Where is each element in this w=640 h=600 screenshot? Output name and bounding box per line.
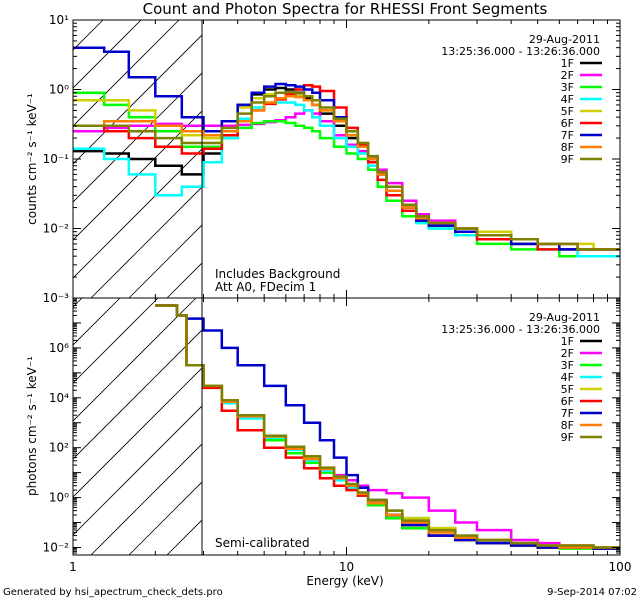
hatch-line: [90, 186, 202, 298]
bottom-annotation-semicalibrated: Semi-calibrated: [215, 536, 310, 550]
legend-label-9F: 9F: [561, 153, 574, 166]
y-tick-label: 10⁻²: [43, 222, 70, 236]
y-tick-label: 10⁰: [49, 83, 69, 97]
bottom-hatch-region: [0, 298, 500, 555]
legend-label-7F: 7F: [561, 129, 574, 142]
series-line-8F: [155, 304, 620, 549]
bottom-y-ticks: 10⁻² 10⁰ 10² 10⁴ 10⁶: [43, 297, 620, 556]
legend-label-3F: 3F: [561, 359, 574, 372]
bottom-plot-frame: [72, 297, 621, 556]
x-axis-label: Energy (keV): [306, 574, 383, 588]
legend-label-7F: 7F: [561, 407, 574, 420]
hatch-line: [73, 298, 159, 384]
hatch-line: [205, 298, 462, 555]
bottom-x-ticks: 1 10 100: [69, 298, 631, 574]
count-spectrum-panel: 10⁻³ 10⁻² 10⁻¹ 10⁰ 10¹ counts cm⁻² s⁻¹ keV⁻¹…: [0, 13, 621, 305]
hatch-line: [73, 405, 202, 536]
y-tick-label: 10²: [49, 441, 69, 455]
series-line-9F: [155, 304, 620, 549]
legend-label-5F: 5F: [561, 105, 574, 118]
y-tick-label: 10¹: [49, 13, 69, 27]
y-tick-label: 10⁴: [49, 391, 69, 405]
top-y-axis-label: counts cm⁻² s⁻¹ keV⁻¹: [25, 93, 39, 225]
hatch-line: [73, 298, 83, 308]
legend-label-4F: 4F: [561, 371, 574, 384]
hatch-line: [128, 481, 202, 555]
x-tick-label: 10: [339, 560, 354, 574]
hatch-line: [243, 20, 521, 298]
hatch-line: [0, 20, 27, 298]
legend-label-2F: 2F: [561, 347, 574, 360]
bottom-series-group: [155, 304, 620, 550]
hatch-line: [73, 20, 142, 89]
legend-label-3F: 3F: [561, 81, 574, 94]
y-tick-label: 10⁻¹: [43, 152, 70, 166]
bottom-date: 29-Aug-2011: [529, 311, 600, 324]
hatch-line: [73, 148, 202, 279]
legend-label-9F: 9F: [561, 431, 574, 444]
top-date: 29-Aug-2011: [529, 33, 600, 46]
top-y-ticks: 10⁻³ 10⁻² 10⁻¹ 10⁰ 10¹: [43, 13, 620, 305]
bottom-y-axis-label: photons cm⁻² s⁻¹ keV⁻¹: [25, 356, 39, 496]
legend-label-5F: 5F: [561, 383, 574, 396]
chart-title: Count and Photon Spectra for RHESSI Fron…: [143, 0, 548, 18]
legend-label-4F: 4F: [561, 93, 574, 106]
hatch-line: [128, 224, 202, 298]
y-tick-label: 10⁻³: [43, 291, 70, 305]
series-line-7F: [155, 304, 620, 550]
legend-label-8F: 8F: [561, 419, 574, 432]
series-line-9F: [73, 90, 620, 251]
y-tick-label: 10⁰: [49, 491, 69, 505]
x-tick-label: 1: [69, 560, 77, 574]
top-x-ticks: [72, 20, 621, 298]
footer-generated-by: Generated by hsi_apectrum_check_dets.pro: [3, 587, 223, 598]
top-annotation-background: Includes Background: [215, 267, 340, 281]
y-tick-label: 10⁻²: [43, 540, 70, 554]
hatch-line: [73, 298, 197, 422]
top-series-group: [73, 46, 620, 258]
hatch-line: [166, 262, 202, 298]
y-tick-label: 10⁶: [49, 341, 69, 355]
hatch-line: [243, 298, 500, 555]
hatch-line: [205, 20, 483, 298]
hatch-line: [73, 367, 202, 498]
bottom-time-range: 13:25:36.000 - 13:26:36.000: [441, 323, 600, 336]
legend-label-8F: 8F: [561, 141, 574, 154]
x-tick-label: 100: [609, 560, 632, 574]
legend-label-6F: 6F: [561, 395, 574, 408]
legend-label-1F: 1F: [561, 57, 574, 70]
hatch-line: [73, 329, 202, 460]
hatch-line: [73, 298, 121, 346]
hatch-line: [90, 443, 202, 555]
hatch-line: [0, 298, 6, 555]
footer-timestamp: 9-Sep-2014 07:02: [547, 587, 637, 598]
top-annotation-attenuator: Att A0, FDecim 1: [215, 280, 316, 294]
hatch-line: [73, 20, 180, 127]
legend-label-6F: 6F: [561, 117, 574, 130]
legend-label-2F: 2F: [561, 69, 574, 82]
legend-label-1F: 1F: [561, 335, 574, 348]
top-time-range: 13:25:36.000 - 13:26:36.000: [441, 45, 600, 58]
photon-spectrum-panel: 10⁻² 10⁰ 10² 10⁴ 10⁶ 1 10 100 photons cm⁻² s⁻¹…: [0, 297, 631, 574]
